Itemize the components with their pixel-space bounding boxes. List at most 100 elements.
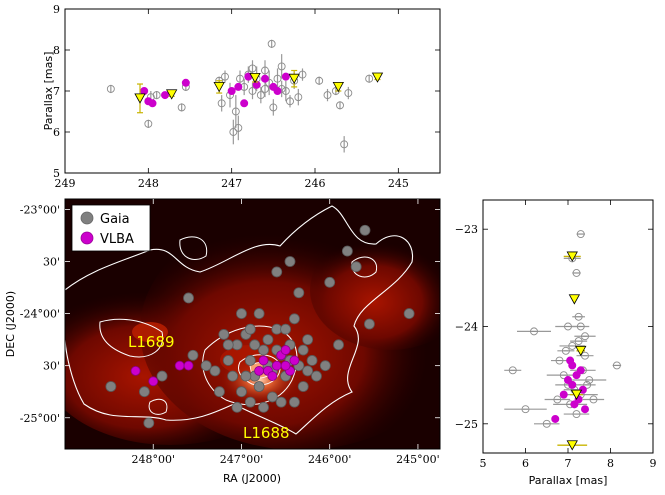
side-ytick-label: −25 xyxy=(455,418,478,431)
gaia-point xyxy=(261,84,269,93)
side-gaia-point xyxy=(589,395,598,404)
side-gaia-point xyxy=(553,395,562,404)
legend-gaia-label: Gaia xyxy=(100,212,130,227)
map-gaia-point xyxy=(200,360,212,372)
side-vlba-point xyxy=(559,390,568,399)
yellow-triangle xyxy=(332,82,345,93)
vlba-point xyxy=(161,91,169,100)
map-gaia-point xyxy=(297,381,309,392)
yellow-triangle xyxy=(134,93,146,104)
map-gaia-point xyxy=(350,261,362,273)
contour-outer xyxy=(65,205,414,435)
gaia-point xyxy=(365,74,374,83)
gaia-point xyxy=(273,74,282,83)
map-gaia-point xyxy=(253,308,265,319)
vlba-point xyxy=(281,72,290,81)
vlba-point xyxy=(252,80,261,89)
vlba-point xyxy=(261,74,269,83)
side-xlabel: Parallax [mas] xyxy=(529,474,608,487)
side-ytick-label: −24 xyxy=(455,321,478,334)
gaia-point xyxy=(323,91,332,100)
side-ytick-label: −23 xyxy=(455,223,478,236)
map-gaia-point xyxy=(289,313,300,325)
map-vlba-point xyxy=(254,365,265,376)
map-vlba-point xyxy=(289,355,300,366)
gaia-point xyxy=(294,93,303,102)
side-yellow-triangle xyxy=(568,294,581,305)
vlba-point xyxy=(148,99,157,108)
map-gaia-point xyxy=(244,396,256,408)
gaia-point xyxy=(277,62,286,71)
map-vlba-point xyxy=(258,355,269,366)
gaia-point xyxy=(265,78,274,87)
gaia-point xyxy=(144,119,153,128)
side-gaia-point xyxy=(572,410,581,419)
side-panel: 5 6 7 8 9 −23 −24 −25 Parallax [mas] xyxy=(455,199,657,487)
map-vlba-point xyxy=(174,360,185,371)
map-ytick-label: -23°00' xyxy=(20,203,60,216)
top-panel: 249 248 247 246 245 5 6 7 8 9 Parallax [mas] xyxy=(42,3,441,190)
side-gaia-point xyxy=(612,361,621,370)
yellow-triangle xyxy=(249,72,261,84)
gaia-point xyxy=(236,74,244,83)
map-gaia-point xyxy=(105,381,117,392)
legend-vlba-marker xyxy=(80,231,94,245)
top-ytick-label: 8 xyxy=(53,44,60,57)
contour-north xyxy=(179,236,208,260)
map-ytick-label: -25°00' xyxy=(20,412,60,425)
map-legend: Gaia VLBA xyxy=(71,204,151,252)
gaia-point xyxy=(340,140,349,149)
map-ytick-label: -24°00' xyxy=(20,308,60,321)
gaia-point xyxy=(286,97,294,106)
map-gaia-point xyxy=(253,381,265,392)
map-xtick-label: 245°00' xyxy=(396,453,440,466)
map-gaia-point xyxy=(284,256,296,267)
side-yellow-triangle xyxy=(566,251,578,262)
top-xtick-label: 248 xyxy=(138,177,159,190)
contour-east xyxy=(351,256,378,278)
map-vlba-point xyxy=(280,345,291,355)
side-gaia-point xyxy=(508,366,517,375)
map-gaia-point xyxy=(266,391,278,403)
map-gaia-point xyxy=(302,365,314,377)
side-vlba-point xyxy=(576,366,585,375)
map-gaia-point xyxy=(403,308,415,319)
gaia-point xyxy=(261,66,269,75)
top-xtick-label: 245 xyxy=(388,177,409,190)
gaia-point xyxy=(152,91,161,100)
side-gaia-point xyxy=(585,376,594,384)
map-gaia-point xyxy=(258,401,269,413)
side-gaia-point xyxy=(542,419,551,428)
map-xtick-label: 247°00' xyxy=(220,453,264,466)
map-gaia-point xyxy=(244,323,256,335)
side-gaia-point xyxy=(530,327,538,336)
map-ytick-label: 30' xyxy=(43,360,60,373)
map-gaia-point xyxy=(218,329,230,340)
legend-vlba-label: VLBA xyxy=(100,232,134,247)
top-ytick-label: 9 xyxy=(53,3,60,16)
top-ylabel: Parallax [mas] xyxy=(42,52,55,131)
side-gaia-point xyxy=(574,337,583,346)
map-xtick-label: 246°00' xyxy=(308,453,352,466)
gaia-point xyxy=(248,64,257,73)
map-gaia-point xyxy=(231,401,243,413)
gaia-point xyxy=(177,103,186,112)
gaia-point xyxy=(315,76,324,85)
top-xtick-label: 247 xyxy=(221,177,242,190)
map-gaia-point xyxy=(183,292,194,304)
legend-gaia-marker xyxy=(80,211,94,225)
side-xtick-label: 8 xyxy=(607,457,614,470)
map-frame xyxy=(64,198,441,450)
map-gaia-point xyxy=(262,334,274,346)
map-gaia-point xyxy=(341,245,353,257)
map-panel: 248°00' 247°00' 246°00' 245°00' -23°00' 30' -… xyxy=(4,198,441,485)
map-gaia-point xyxy=(280,323,291,335)
map-gaia-point xyxy=(236,386,247,398)
side-gaia-point xyxy=(561,346,570,355)
map-gaia-point xyxy=(258,344,269,356)
side-vlba-point xyxy=(568,361,577,370)
side-gaia-point xyxy=(581,332,589,341)
gaia-point xyxy=(281,87,290,95)
map-gaia-point xyxy=(333,339,344,351)
side-vlba-point xyxy=(551,414,560,423)
